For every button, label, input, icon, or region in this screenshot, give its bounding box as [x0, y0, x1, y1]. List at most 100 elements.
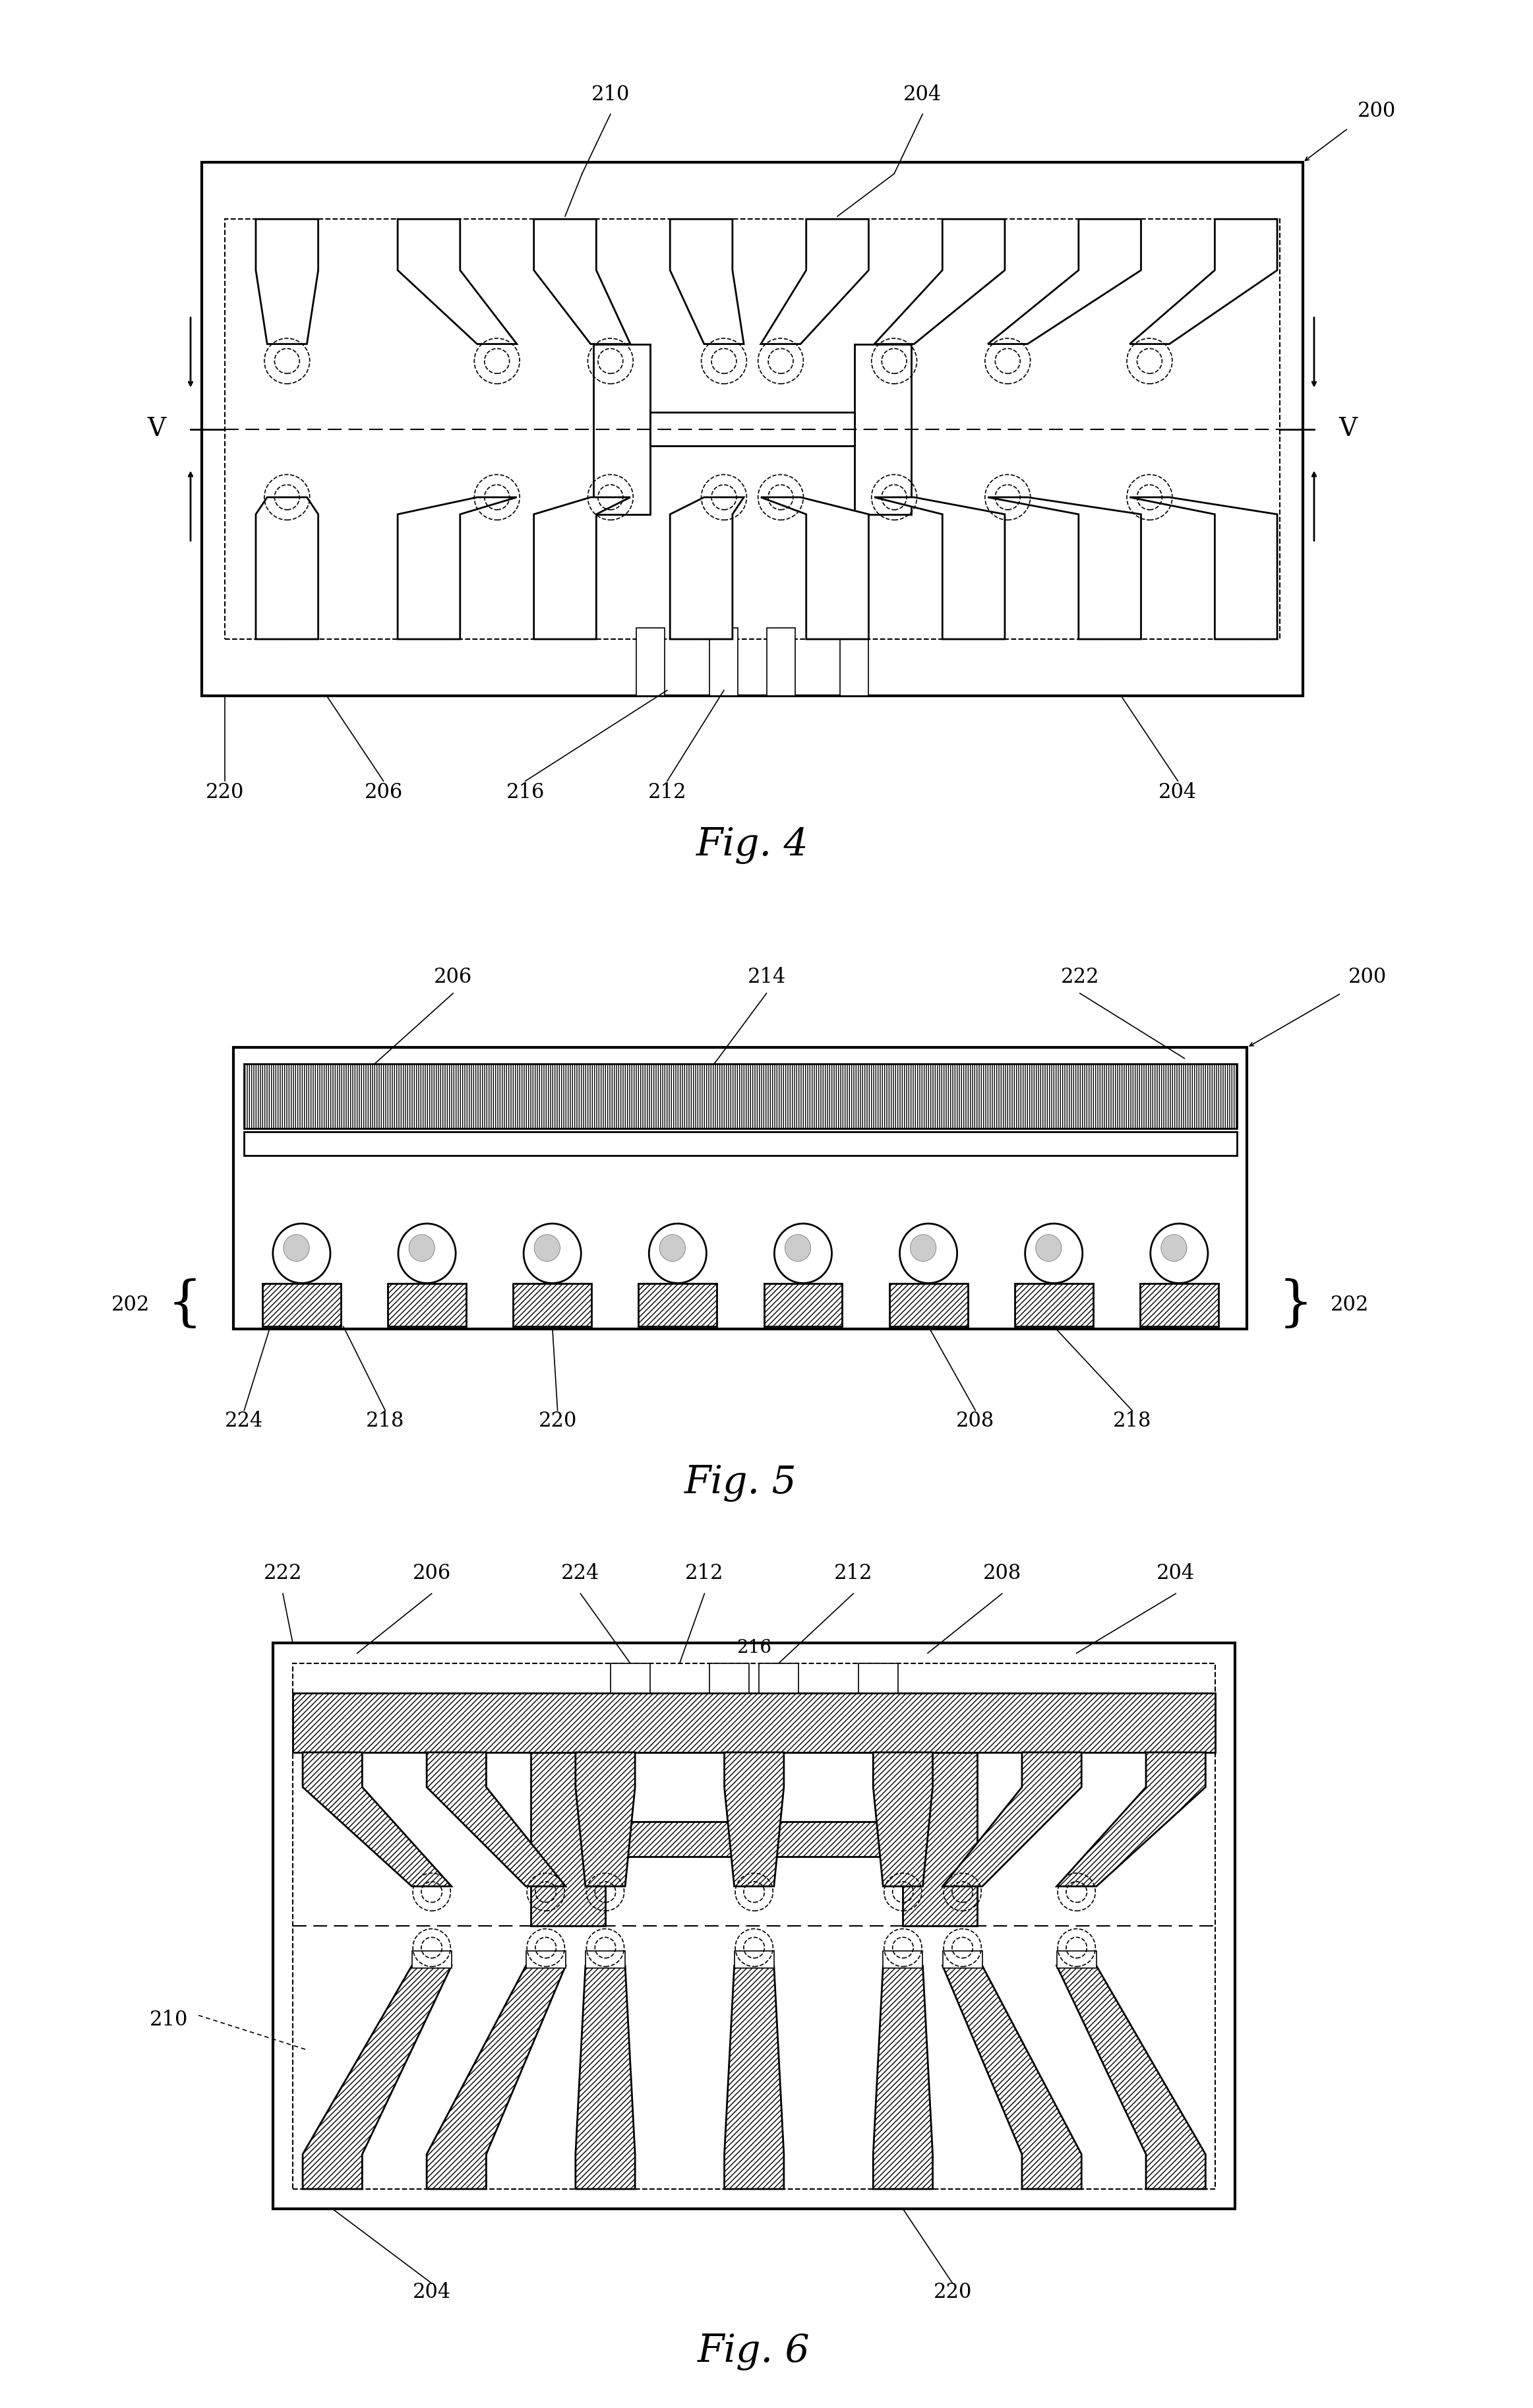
- Bar: [262, 1283, 340, 1327]
- Bar: [202, 161, 1303, 696]
- Text: 208: 208: [983, 1563, 1021, 1584]
- Text: 204: 204: [1159, 783, 1197, 802]
- Bar: [526, 1950, 566, 1967]
- Circle shape: [648, 1223, 707, 1283]
- Bar: [593, 344, 650, 515]
- Bar: [1141, 1283, 1219, 1327]
- Polygon shape: [874, 1965, 932, 2189]
- Polygon shape: [1056, 1753, 1205, 1885]
- Bar: [1015, 1283, 1093, 1327]
- Text: 204: 204: [1156, 1563, 1194, 1584]
- Text: 222: 222: [264, 1563, 302, 1584]
- Text: 208: 208: [957, 1411, 995, 1430]
- Bar: [273, 1642, 1236, 2208]
- Text: 204: 204: [903, 84, 941, 104]
- Text: 202: 202: [112, 1296, 150, 1315]
- Bar: [710, 1664, 750, 1693]
- Circle shape: [524, 1223, 581, 1283]
- Polygon shape: [426, 1965, 566, 2189]
- Bar: [840, 628, 869, 696]
- Polygon shape: [256, 219, 319, 344]
- Circle shape: [774, 1223, 832, 1283]
- Text: 212: 212: [685, 1563, 724, 1584]
- Polygon shape: [670, 219, 744, 344]
- Bar: [636, 628, 664, 696]
- Circle shape: [399, 1223, 455, 1283]
- Bar: [233, 1047, 1246, 1329]
- Polygon shape: [760, 496, 869, 638]
- Text: 216: 216: [506, 783, 544, 802]
- Text: 216: 216: [737, 1640, 771, 1657]
- Bar: [903, 1753, 978, 1926]
- Polygon shape: [1056, 1965, 1205, 2189]
- Bar: [1056, 1950, 1096, 1967]
- Polygon shape: [760, 219, 869, 344]
- Polygon shape: [397, 219, 517, 344]
- Bar: [858, 1664, 898, 1693]
- Text: 224: 224: [225, 1411, 264, 1430]
- Text: 220: 220: [538, 1411, 576, 1430]
- Text: {: {: [167, 1279, 202, 1332]
- Bar: [293, 1664, 1216, 2189]
- Bar: [889, 1283, 967, 1327]
- Circle shape: [273, 1223, 330, 1283]
- Polygon shape: [874, 1753, 932, 1885]
- Text: 222: 222: [1061, 966, 1099, 987]
- Text: 220: 220: [205, 783, 244, 802]
- Bar: [943, 1950, 983, 1967]
- Polygon shape: [987, 219, 1141, 344]
- Bar: [766, 628, 796, 696]
- Circle shape: [1160, 1235, 1187, 1262]
- Polygon shape: [724, 1965, 783, 2189]
- Text: 218: 218: [1113, 1411, 1151, 1430]
- Bar: [293, 1693, 1216, 1753]
- Polygon shape: [943, 1965, 1081, 2189]
- Circle shape: [900, 1223, 957, 1283]
- Circle shape: [1026, 1223, 1082, 1283]
- Text: Fig. 5: Fig. 5: [684, 1464, 797, 1503]
- Polygon shape: [533, 496, 630, 638]
- Text: 212: 212: [834, 1563, 872, 1584]
- Text: 200: 200: [1357, 101, 1395, 120]
- Polygon shape: [302, 1753, 452, 1885]
- Circle shape: [659, 1235, 685, 1262]
- Text: V: V: [147, 417, 166, 441]
- Bar: [412, 1950, 452, 1967]
- Bar: [734, 1950, 774, 1967]
- Text: 202: 202: [1331, 1296, 1369, 1315]
- Polygon shape: [302, 1965, 452, 2189]
- Circle shape: [1150, 1223, 1208, 1283]
- Bar: [514, 1283, 592, 1327]
- Bar: [388, 1283, 466, 1327]
- Circle shape: [785, 1235, 811, 1262]
- Polygon shape: [874, 219, 1004, 344]
- Circle shape: [533, 1235, 560, 1262]
- Polygon shape: [575, 1753, 635, 1885]
- Polygon shape: [670, 496, 744, 638]
- Bar: [530, 1753, 606, 1926]
- Polygon shape: [533, 219, 630, 344]
- Polygon shape: [426, 1753, 566, 1885]
- Polygon shape: [1130, 496, 1277, 638]
- Bar: [586, 1950, 625, 1967]
- Bar: [710, 628, 737, 696]
- Circle shape: [284, 1235, 310, 1262]
- Text: 206: 206: [365, 783, 403, 802]
- Bar: [244, 1064, 1237, 1129]
- Text: 210: 210: [150, 2008, 189, 2030]
- Circle shape: [1036, 1235, 1061, 1262]
- Text: V: V: [1338, 417, 1357, 441]
- Text: 218: 218: [366, 1411, 405, 1430]
- Polygon shape: [874, 496, 1004, 638]
- Text: 206: 206: [412, 1563, 451, 1584]
- Polygon shape: [943, 1753, 1081, 1885]
- Text: 220: 220: [934, 2283, 972, 2302]
- Text: 212: 212: [648, 783, 687, 802]
- Bar: [650, 412, 854, 445]
- Text: 224: 224: [561, 1563, 599, 1584]
- Bar: [244, 1132, 1237, 1156]
- Circle shape: [409, 1235, 435, 1262]
- Text: }: }: [1279, 1279, 1314, 1332]
- Polygon shape: [575, 1965, 635, 2189]
- Bar: [763, 1283, 842, 1327]
